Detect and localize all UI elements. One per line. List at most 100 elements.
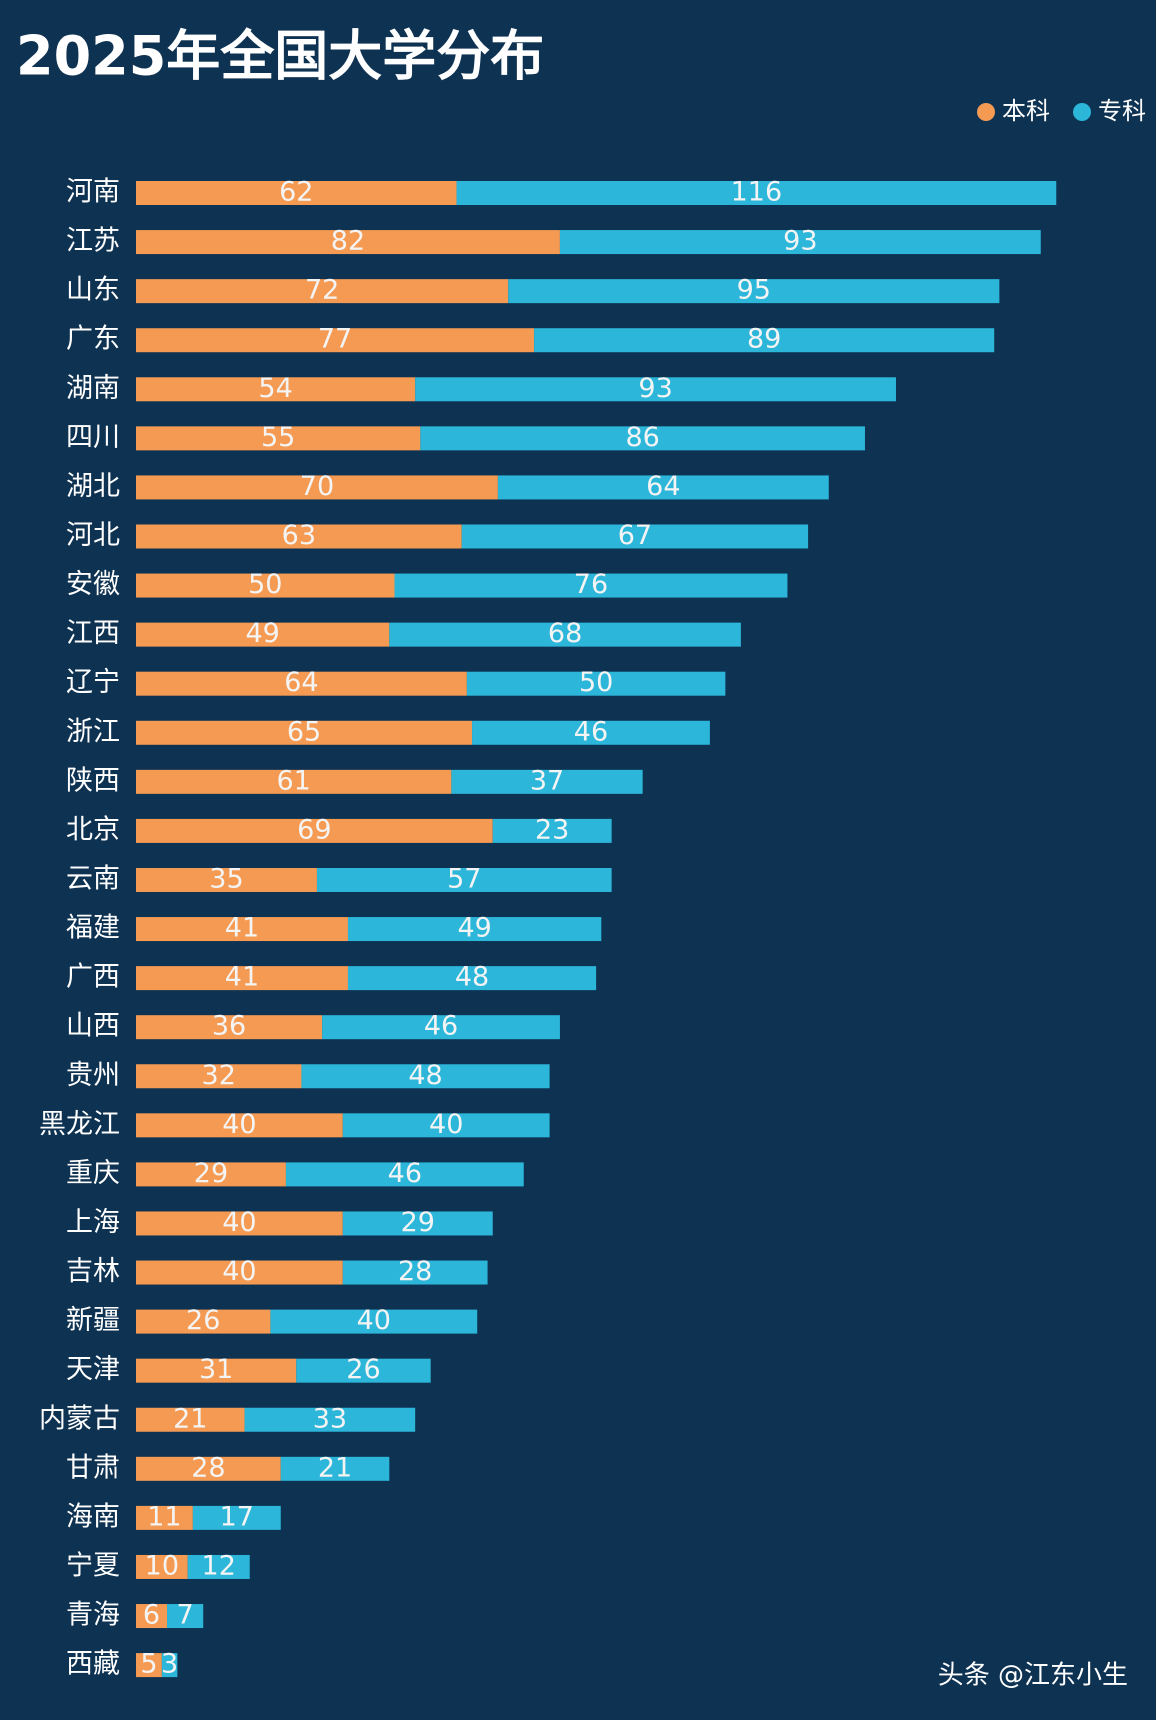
value-label: 6 <box>143 1600 160 1631</box>
bar-segment <box>136 328 535 353</box>
bar-segment <box>136 1309 271 1334</box>
value-label: 17 <box>220 1501 254 1532</box>
y-tick-label: 安徽 <box>66 569 120 600</box>
value-label: 41 <box>225 962 259 993</box>
bar-segment <box>394 573 788 598</box>
bar-segment <box>456 181 1057 205</box>
legend-label: 专科 <box>1098 97 1146 125</box>
bar-segment <box>136 769 452 794</box>
bar-segment <box>466 671 726 696</box>
value-label: 35 <box>209 863 243 894</box>
y-tick-label: 黑龙江 <box>39 1109 120 1140</box>
bar-segment <box>136 426 421 451</box>
bar-segment <box>136 1407 245 1432</box>
value-label: 40 <box>222 1256 256 1287</box>
value-label: 11 <box>147 1501 181 1532</box>
bar-segment <box>451 769 643 794</box>
y-tick-label: 甘肃 <box>66 1452 120 1483</box>
value-label: 28 <box>398 1256 432 1287</box>
value-label: 3 <box>161 1649 178 1680</box>
value-label: 21 <box>173 1403 207 1434</box>
y-tick-label: 北京 <box>66 814 120 845</box>
y-tick-label: 山西 <box>66 1011 120 1042</box>
bar-segment <box>296 1358 431 1383</box>
bar-segment <box>389 622 741 647</box>
bar-segment <box>270 1309 478 1334</box>
value-label: 68 <box>548 618 582 649</box>
y-tick-label: 湖北 <box>66 471 120 502</box>
bar-segment <box>136 279 509 304</box>
value-label: 93 <box>783 226 817 257</box>
value-label: 29 <box>194 1158 228 1189</box>
bar-segment <box>322 1015 560 1040</box>
bar-segment <box>136 1505 193 1530</box>
bar-segment <box>342 1211 493 1236</box>
value-label: 77 <box>318 324 352 355</box>
value-label: 26 <box>186 1305 220 1336</box>
bar-segment <box>136 524 462 549</box>
bar-segment <box>559 230 1041 255</box>
bar-segment <box>415 377 896 402</box>
bar-segment <box>342 1260 488 1285</box>
y-tick-label: 上海 <box>66 1207 120 1238</box>
value-label: 50 <box>248 569 282 600</box>
value-label: 95 <box>737 275 771 306</box>
y-tick-label: 辽宁 <box>66 667 120 698</box>
bar-segment <box>342 1113 550 1138</box>
bar-segment <box>461 524 809 549</box>
value-label: 37 <box>530 765 564 796</box>
bar-segment <box>244 1407 416 1432</box>
value-label: 31 <box>199 1354 233 1385</box>
value-label: 21 <box>318 1452 352 1483</box>
bar-segment <box>508 279 1000 304</box>
y-tick-label: 湖南 <box>66 373 120 404</box>
value-label: 40 <box>357 1305 391 1336</box>
bar-segment <box>136 181 457 205</box>
legend-marker <box>1073 103 1091 121</box>
value-label: 64 <box>646 471 680 502</box>
value-label: 86 <box>625 422 659 453</box>
y-tick-label: 西藏 <box>66 1649 120 1680</box>
value-label: 89 <box>747 324 781 355</box>
watermark: 头条 @江东小生 <box>938 1661 1128 1691</box>
y-tick-label: 河南 <box>66 177 120 208</box>
value-label: 65 <box>287 716 321 747</box>
bar-segment <box>136 720 473 745</box>
value-label: 76 <box>574 569 608 600</box>
value-label: 72 <box>305 275 339 306</box>
bar-segment <box>136 966 348 991</box>
value-label: 5 <box>140 1649 157 1680</box>
bar-segment <box>161 1653 178 1678</box>
bar-segment <box>136 1554 188 1579</box>
value-label: 26 <box>346 1354 380 1385</box>
bar-segment <box>280 1456 390 1481</box>
y-tick-label: 江西 <box>66 618 120 649</box>
bar-segment <box>187 1554 250 1579</box>
bar-segment <box>472 720 710 745</box>
y-tick-label: 云南 <box>66 863 120 894</box>
bar-segment <box>492 818 612 843</box>
value-label: 48 <box>408 1060 442 1091</box>
bar-segment <box>136 1113 343 1138</box>
bar-segment <box>192 1505 281 1530</box>
bar-segment <box>285 1162 524 1187</box>
bar-segment <box>136 573 395 598</box>
y-tick-label: 重庆 <box>66 1158 120 1189</box>
bar-segment <box>347 917 602 942</box>
bar-segment <box>136 1064 302 1089</box>
value-label: 116 <box>731 177 783 208</box>
value-label: 29 <box>401 1207 435 1238</box>
value-label: 70 <box>300 471 334 502</box>
bar-segment <box>136 1358 297 1383</box>
y-tick-label: 浙江 <box>66 716 120 747</box>
value-label: 50 <box>579 667 613 698</box>
bar-segment <box>136 1162 286 1187</box>
value-label: 28 <box>191 1452 225 1483</box>
value-label: 69 <box>297 814 331 845</box>
bar-segment <box>136 1456 281 1481</box>
value-label: 82 <box>331 226 365 257</box>
bar-segment <box>347 966 597 991</box>
y-tick-label: 贵州 <box>66 1060 120 1091</box>
bar-segment <box>136 622 390 647</box>
y-tick-label: 青海 <box>66 1600 120 1631</box>
